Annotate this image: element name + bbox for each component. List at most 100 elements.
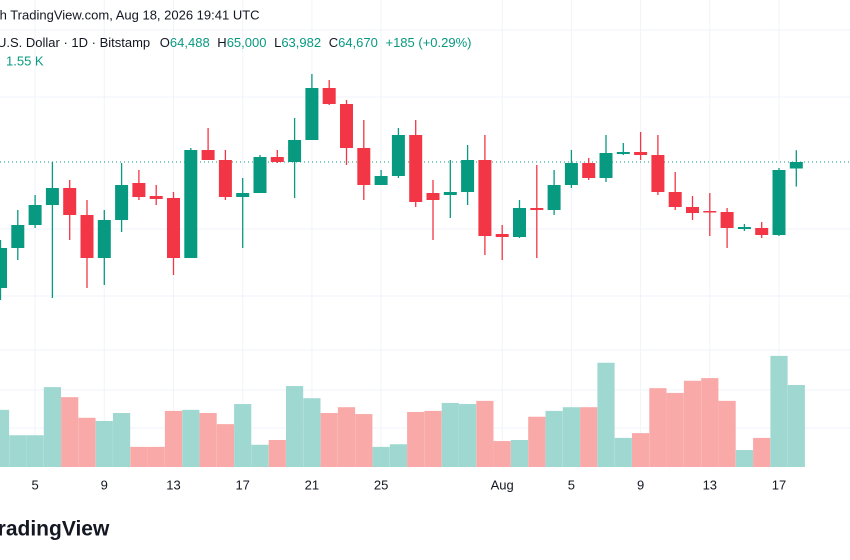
x-tick-label: 9	[637, 477, 644, 492]
x-tick-label: 17	[235, 477, 249, 492]
volume-bar	[562, 407, 580, 467]
x-tick-label: 9	[101, 477, 108, 492]
volume-bar	[597, 362, 615, 467]
volume-bar	[113, 413, 131, 467]
x-tick-label: 17	[772, 477, 786, 492]
volume-bar	[78, 417, 96, 467]
volume-bar	[320, 413, 338, 467]
volume-bar	[545, 410, 563, 467]
candle-body	[582, 163, 596, 178]
volume-bar	[787, 384, 805, 467]
volume-bar	[9, 435, 27, 467]
logo: TradingView	[0, 518, 110, 541]
candle-body	[0, 248, 7, 288]
candle-body	[167, 198, 180, 258]
candle-body	[703, 211, 717, 213]
candle-body	[755, 228, 769, 235]
volume-bar	[476, 400, 494, 467]
candle-body	[789, 162, 803, 169]
candle-body	[132, 183, 146, 197]
volume-label: 1.55 K	[6, 53, 44, 68]
candle-body	[357, 148, 371, 185]
volume-bar	[268, 440, 286, 467]
candle-body	[270, 157, 284, 162]
ohlc-label: H	[217, 35, 226, 50]
volume-bar	[701, 378, 719, 467]
candle-body	[201, 150, 215, 160]
x-tick-label: 21	[305, 477, 319, 492]
candle-body	[253, 157, 267, 193]
candle-body	[80, 215, 94, 258]
volume-bar	[528, 416, 546, 467]
x-tick-label: Aug	[491, 477, 514, 492]
candle-body	[45, 188, 59, 205]
candle-body	[426, 193, 440, 200]
volume-bar	[61, 397, 79, 467]
volume-bar	[286, 386, 304, 467]
volume-bar	[580, 407, 598, 467]
x-tick-label: 5	[568, 477, 575, 492]
candle-body	[149, 196, 163, 199]
ohlc-value: 64,670	[338, 35, 378, 50]
candle-body	[461, 160, 475, 192]
volume-bar	[130, 446, 148, 467]
candle-body	[409, 135, 423, 202]
ohlc-value: 65,000	[227, 35, 267, 50]
volume-bar	[770, 355, 788, 467]
volume-bar	[632, 433, 650, 467]
x-tick-label: 13	[166, 477, 180, 492]
volume-bar	[441, 402, 459, 467]
candle-body	[720, 212, 734, 228]
ohlc-value: 64,488	[170, 35, 210, 50]
source-line: th TradingView.com, Aug 18, 2026 19:41 U…	[0, 7, 260, 22]
volume-bar	[355, 414, 373, 467]
candle-body	[513, 208, 526, 237]
candle-body	[616, 152, 630, 154]
candle-body	[686, 207, 699, 213]
candle-body	[737, 227, 751, 229]
volume-bar	[424, 410, 442, 467]
candle-body	[772, 170, 786, 235]
candle-body	[391, 135, 405, 176]
volume-bar	[459, 404, 477, 467]
candle-body	[63, 188, 77, 215]
candle-body	[236, 193, 250, 197]
plot: 5 9 13 17 21 25 Aug 5 9 13 17	[0, 74, 850, 492]
volume-bar	[389, 444, 407, 467]
volume-bar	[147, 446, 165, 467]
ohlc-value: 63,982	[281, 35, 321, 50]
x-tick-label: 5	[31, 477, 38, 492]
candle-body	[305, 88, 319, 140]
volume-bar	[43, 387, 61, 467]
volume-bar	[407, 411, 425, 467]
candle-body	[495, 234, 509, 237]
volume-bar	[510, 440, 529, 467]
candle-body	[184, 150, 198, 258]
ohlc-label: C	[329, 35, 338, 50]
volume-bar	[372, 446, 390, 467]
x-tick-label: 25	[374, 477, 388, 492]
candle-body	[478, 160, 492, 236]
volume-bar	[735, 450, 753, 467]
volume-bar	[95, 420, 113, 467]
x-tick-label: 13	[703, 477, 717, 492]
candle-body	[340, 104, 353, 148]
candle-body	[668, 192, 682, 207]
volume-bar	[234, 404, 252, 467]
volume-bar	[683, 380, 702, 467]
candle-body	[599, 153, 613, 178]
ohlc-label: L	[274, 35, 281, 50]
candle-body	[530, 208, 544, 210]
volume-bar	[337, 407, 356, 467]
candle-body	[115, 185, 129, 220]
candle-body	[547, 185, 561, 210]
volume-bar	[649, 388, 667, 467]
volume-bar	[182, 409, 200, 467]
volume-bar	[199, 413, 217, 467]
volume-bar	[718, 400, 736, 467]
volume-bar	[164, 410, 183, 467]
candle-body	[97, 220, 111, 258]
volume-bar	[251, 444, 269, 467]
